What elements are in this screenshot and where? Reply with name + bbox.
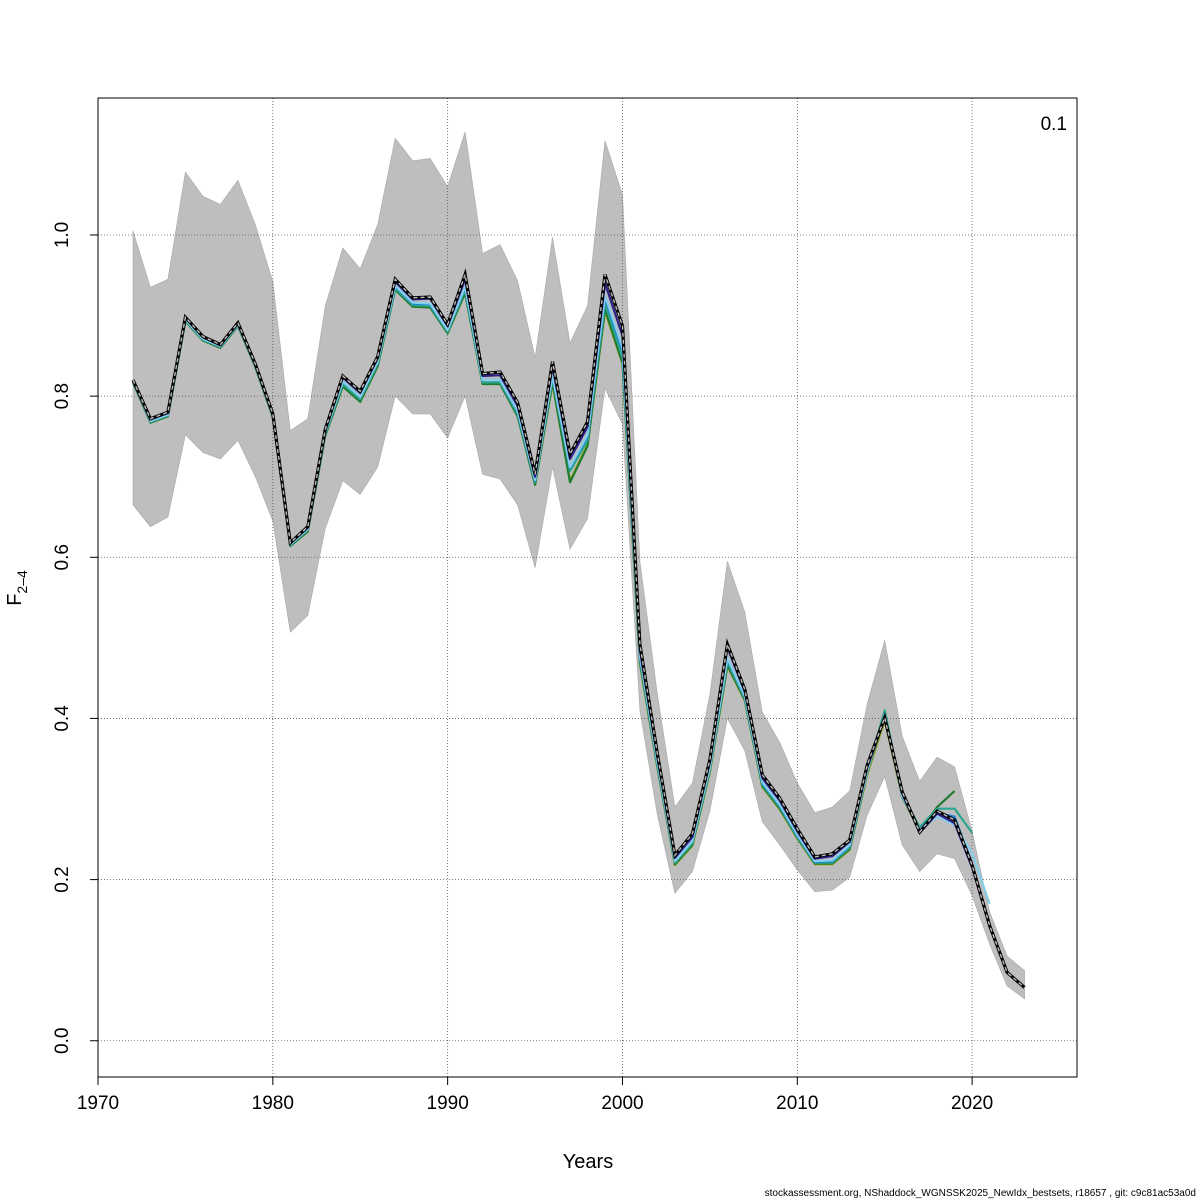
y-axis-title: F2–4 <box>4 570 30 606</box>
y-axis-title-main: F <box>4 594 26 606</box>
x-tick-label: 2010 <box>776 1093 818 1114</box>
y-tick-label: 0.8 <box>52 383 73 409</box>
confidence-band <box>132 131 1025 1000</box>
footer-source-text: stockassessment.org, NShaddock_WGNSSK202… <box>765 1188 1196 1199</box>
x-axis: 1970 1980 1990 2000 2010 2020 <box>77 1076 993 1114</box>
x-axis-title: Years <box>563 1151 613 1173</box>
series-layer <box>131 268 1026 989</box>
y-axis: 0.0 0.2 0.4 0.6 0.8 1.0 <box>52 222 99 1054</box>
x-tick-label: 2020 <box>951 1093 993 1114</box>
x-tick-label: 2000 <box>601 1093 643 1114</box>
x-tick-label: 1990 <box>427 1093 469 1114</box>
y-tick-label: 1.0 <box>52 222 73 248</box>
confidence-band-layer <box>132 131 1025 1000</box>
y-axis-title-subscript: 2–4 <box>14 570 30 594</box>
grid-layer <box>97 98 1077 1077</box>
y-tick-label: 0.6 <box>52 544 73 570</box>
y-tick-label: 0.4 <box>52 705 73 732</box>
x-tick-label: 1970 <box>77 1093 119 1114</box>
y-tick-label: 0.0 <box>52 1028 73 1054</box>
series-line <box>132 271 1026 989</box>
x-tick-label: 1980 <box>252 1093 294 1114</box>
corner-label: 0.1 <box>1041 114 1067 135</box>
y-tick-label: 0.2 <box>52 866 73 892</box>
